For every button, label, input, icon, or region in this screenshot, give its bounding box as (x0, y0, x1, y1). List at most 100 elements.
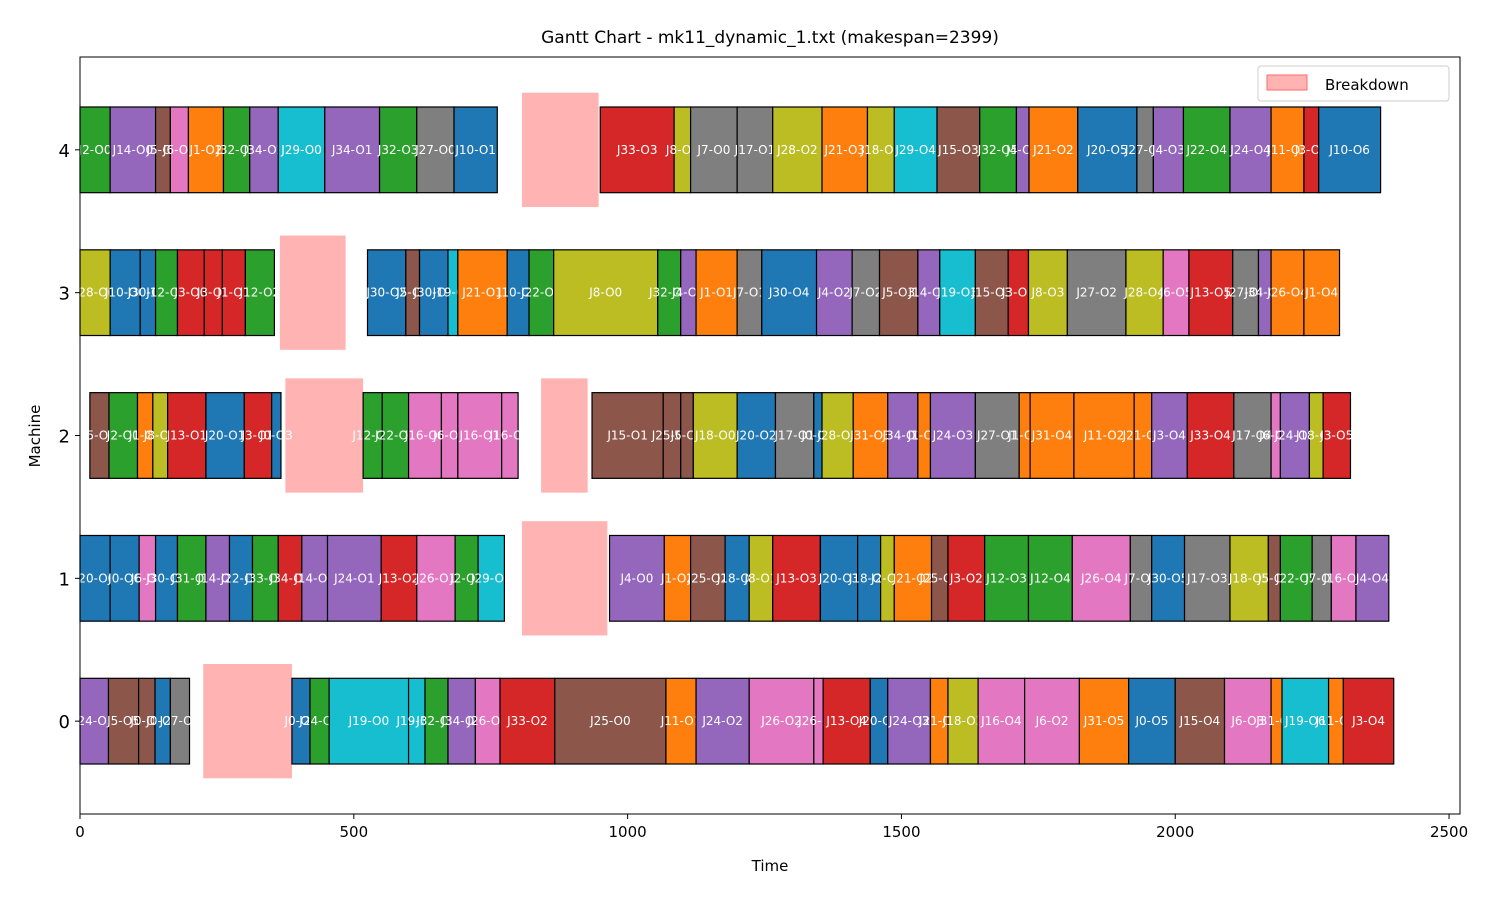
task-bar (591, 392, 664, 479)
task-label: J33-O4 (1189, 429, 1231, 443)
task-bar (1024, 677, 1081, 765)
task-label: J26-O2 (466, 714, 508, 728)
task-bar (695, 249, 738, 337)
task-label: J7-O1 (732, 286, 766, 300)
task-label: J0-O2 (284, 714, 318, 728)
task-label: J31-O0 (170, 571, 212, 585)
task-bar (608, 534, 665, 622)
task-bar (1182, 106, 1231, 194)
task-label: J0-O3 (259, 429, 293, 443)
chart-title: Gantt Chart - mk11_dynamic_1.txt (makesp… (541, 28, 999, 48)
task-bar (109, 249, 141, 337)
task-label: J17-O1 (773, 429, 815, 443)
task-bar (1073, 392, 1135, 479)
task-bar (79, 106, 111, 194)
task-bar (453, 106, 498, 194)
task-bar (1066, 249, 1127, 337)
task-bar (407, 392, 443, 479)
task-label: J31-O5 (1083, 714, 1125, 728)
task-label: J10-O6 (1328, 143, 1370, 157)
task-label: J0-O5 (1135, 714, 1169, 728)
task-label: J3-O0 (173, 286, 207, 300)
task-label: J13-O2 (378, 571, 420, 585)
task-bar (1223, 677, 1272, 765)
task-label: J33-O3 (616, 143, 658, 157)
task-label: J13-O1 (166, 429, 208, 443)
task-label: J16-O1 (458, 429, 500, 443)
task-bar (457, 392, 503, 479)
task-label: J10-O0 (104, 286, 146, 300)
task-label: J20-O1 (204, 429, 246, 443)
y-axis-label: Machine (26, 405, 44, 468)
task-label: J16-O4 (980, 714, 1022, 728)
task-bar (977, 677, 1026, 765)
task-bar (1318, 106, 1382, 194)
task-label: J33-O2 (506, 714, 548, 728)
task-label: J5-O0 (82, 429, 116, 443)
task-bar (1183, 534, 1231, 622)
task-bar (528, 249, 555, 337)
breakdown-bar (521, 521, 608, 636)
task-bar (893, 106, 938, 194)
task-label: J10-O1 (454, 143, 496, 157)
task-label: J3-O1 (196, 286, 230, 300)
task-bar (1270, 106, 1305, 194)
task-bar (984, 534, 1030, 622)
task-label: J17-O1 (734, 143, 776, 157)
task-label: J7-O6 (1304, 571, 1338, 585)
task-label: J16-O6 (1322, 571, 1364, 585)
task-bar (822, 677, 871, 765)
task-label: J34-O3 (882, 429, 924, 443)
task-label: J22-O1 (220, 571, 262, 585)
task-label: J18-O2 (848, 571, 890, 585)
task-label: J16-O2 (489, 429, 531, 443)
task-label: J7-O2 (848, 286, 882, 300)
task-label: J2-O0 (78, 143, 112, 157)
task-label: J1-O2 (188, 143, 222, 157)
task-label: J11-O2 (1083, 429, 1125, 443)
task-bar (474, 677, 501, 765)
task-label: J18-O5 (1228, 571, 1270, 585)
task-bar (1229, 534, 1269, 622)
task-label: J6-O3 (1230, 714, 1264, 728)
task-label: J4-O4 (1355, 571, 1389, 585)
task-label: J20-O0 (74, 571, 116, 585)
task-label: J24-O2 (701, 714, 743, 728)
breakdown-bar (279, 235, 346, 350)
task-label: J29-O4 (894, 143, 936, 157)
task-label: J21-O2 (892, 571, 934, 585)
task-bar (554, 677, 667, 765)
task-label: J28-O0 (74, 286, 116, 300)
task-bar (1028, 106, 1079, 194)
task-label: J20-O5 (1086, 143, 1128, 157)
task-bar (1077, 106, 1138, 194)
breakdown-bar (521, 92, 599, 207)
task-label: J18-O2 (716, 571, 758, 585)
task-bar (109, 534, 140, 622)
task-bar (866, 106, 895, 194)
task-label: J33-O0 (244, 571, 286, 585)
task-label: J34-O2 (440, 714, 482, 728)
task-label: J18-O3 (942, 714, 984, 728)
task-label: J6-O1 (162, 143, 196, 157)
breakdown-layer (203, 92, 608, 779)
task-label: J17-O4 (1231, 429, 1273, 443)
task-label: J24-O5 (73, 714, 115, 728)
task-label: J17-O3 (1186, 571, 1228, 585)
task-label: J3-O5 (1319, 429, 1353, 443)
task-label: J24-O1 (333, 571, 375, 585)
task-label: J12-O2 (239, 286, 281, 300)
task-bar (1233, 392, 1272, 479)
task-bar (1162, 249, 1190, 337)
legend-swatch-breakdown (1266, 74, 1308, 91)
task-bar (79, 534, 111, 622)
task-bar (1303, 249, 1341, 337)
task-bar (447, 677, 476, 765)
breakdown-bar (203, 664, 292, 779)
task-label: J32-O5 (977, 143, 1019, 157)
task-bar (301, 534, 329, 622)
task-label: J8-O1 (744, 571, 778, 585)
task-bar (501, 392, 519, 479)
